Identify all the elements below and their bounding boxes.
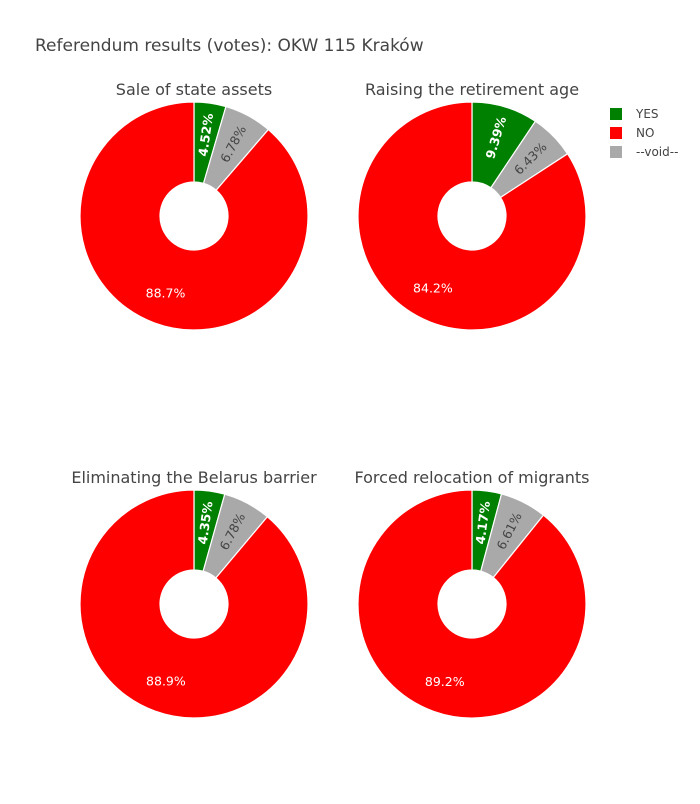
slice-label-yes: 4.35% xyxy=(195,500,216,545)
legend-item-yes[interactable]: YES xyxy=(610,107,659,121)
legend-item-no[interactable]: NO xyxy=(610,126,654,140)
pie-title: Raising the retirement age xyxy=(365,80,579,99)
pie-title: Eliminating the Belarus barrier xyxy=(71,468,317,487)
pie-slice-no[interactable] xyxy=(79,101,309,331)
chart-title: Referendum results (votes): OKW 115 Krak… xyxy=(35,36,424,56)
slice-label-no: 84.2% xyxy=(413,281,453,296)
legend-swatch xyxy=(610,108,622,120)
slice-label-no: 88.9% xyxy=(146,674,186,689)
pie-slice-no[interactable] xyxy=(79,489,309,719)
slice-label-yes: 4.52% xyxy=(195,112,216,158)
legend-label: NO xyxy=(636,126,654,140)
pie-slice-no[interactable] xyxy=(357,101,587,331)
legend-label: --void-- xyxy=(636,145,678,159)
legend-swatch xyxy=(610,146,622,158)
pie-title: Forced relocation of migrants xyxy=(355,468,590,487)
pie-slice-no[interactable] xyxy=(357,489,587,719)
legend-swatch xyxy=(610,127,622,139)
slice-label-no: 88.7% xyxy=(146,285,186,300)
slice-label-no: 89.2% xyxy=(425,674,465,689)
legend[interactable]: YES NO --void-- xyxy=(610,107,678,159)
legend-item-void[interactable]: --void-- xyxy=(610,145,678,159)
pie-title: Sale of state assets xyxy=(116,80,272,99)
legend-label: YES xyxy=(635,107,659,121)
slice-label-yes: 4.17% xyxy=(472,500,493,545)
